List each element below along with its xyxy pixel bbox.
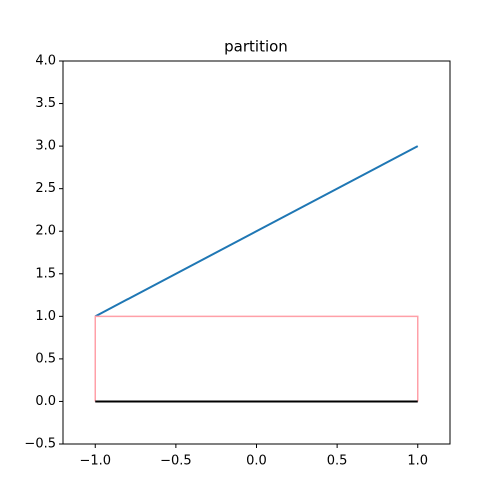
- y-tick-label: 2.5: [35, 181, 56, 196]
- y-tick-label: −0.5: [24, 437, 56, 452]
- x-tick-label: −0.5: [160, 454, 192, 469]
- plot-frame: [62, 60, 451, 445]
- y-tick-label: 1.0: [35, 309, 56, 324]
- line-series: [94, 315, 419, 402]
- y-tick-label: 2.0: [35, 224, 56, 239]
- y-tick-label: 0.5: [35, 351, 56, 366]
- x-tick-label: 0.5: [327, 454, 348, 469]
- y-tick-label: 3.0: [35, 139, 56, 154]
- x-tick-label: 0.0: [246, 454, 267, 469]
- x-tick-label: −1.0: [79, 454, 111, 469]
- y-tick-label: 3.5: [35, 96, 56, 111]
- x-tick-label: 1.0: [407, 454, 428, 469]
- line-series: [94, 145, 419, 318]
- chart-title: partition: [224, 38, 288, 56]
- y-tick-label: 1.5: [35, 266, 56, 281]
- y-tick-label: 4.0: [35, 54, 56, 69]
- y-tick-label: 0.0: [35, 394, 56, 409]
